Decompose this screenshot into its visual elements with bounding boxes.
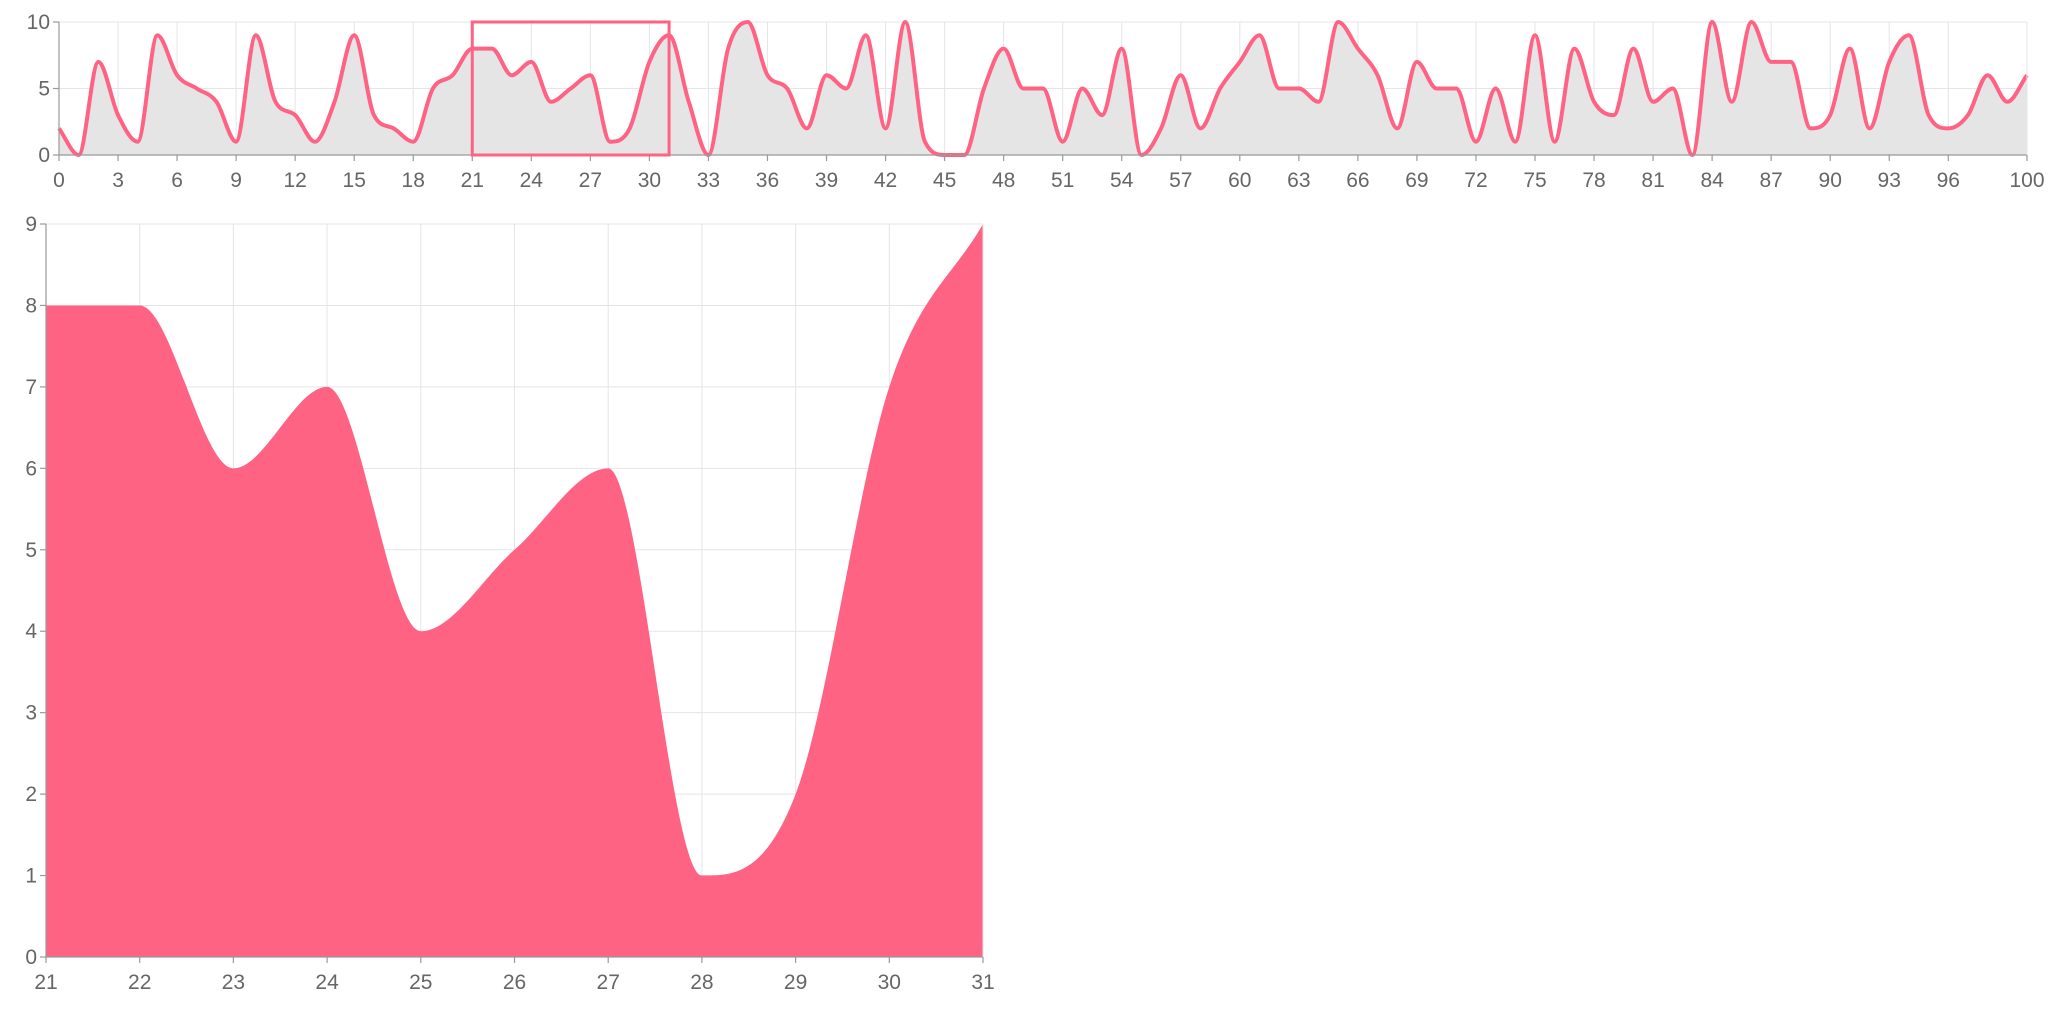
x-tick-label: 75 [1523,169,1546,192]
y-tick-label: 9 [25,213,37,236]
x-tick-label: 30 [878,971,901,994]
y-tick-label: 8 [25,294,37,317]
y-tick-label: 3 [25,702,37,725]
y-tick-label: 0 [38,144,50,167]
overview-axes [53,21,2028,161]
detail-axes [40,223,984,963]
x-tick-label: 63 [1287,169,1310,192]
x-tick-label: 72 [1464,169,1487,192]
x-tick-label: 22 [128,971,151,994]
x-tick-label: 90 [1819,169,1842,192]
y-tick-label: 6 [25,457,37,480]
x-tick-label: 57 [1169,169,1192,192]
y-tick-label: 4 [25,620,37,643]
x-tick-label: 31 [971,971,994,994]
x-tick-label: 18 [402,169,425,192]
x-tick-label: 39 [815,169,838,192]
x-tick-label: 30 [638,169,661,192]
overview-line [57,20,2029,157]
x-tick-label: 84 [1700,169,1724,192]
x-tick-label: 15 [343,169,366,192]
y-tick-label: 1 [25,865,37,888]
x-tick-label: 42 [874,169,897,192]
overview-y-ticks: 0 5 10 [27,11,50,167]
x-tick-label: 0 [53,169,65,192]
brush-selection[interactable] [470,20,671,157]
y-tick-label: 2 [25,783,37,806]
x-tick-label: 54 [1110,169,1134,192]
detail-area [46,224,983,957]
x-tick-label: 27 [579,169,602,192]
y-tick-label: 5 [25,539,37,562]
x-tick-label: 24 [315,971,339,994]
x-tick-label: 33 [697,169,720,192]
x-tick-label: 24 [520,169,544,192]
x-tick-label: 3 [112,169,124,192]
x-tick-label: 45 [933,169,956,192]
x-tick-label: 29 [784,971,807,994]
x-tick-label: 36 [756,169,779,192]
x-tick-label: 12 [283,169,306,192]
y-tick-label: 5 [38,78,50,101]
x-tick-label: 26 [503,971,526,994]
y-tick-label: 7 [25,376,37,399]
x-tick-label: 51 [1051,169,1074,192]
x-tick-label: 81 [1641,169,1664,192]
x-tick-label: 27 [597,971,620,994]
detail-y-ticks: 0 1 2 3 4 5 6 7 8 9 [25,213,37,969]
x-tick-label: 21 [34,971,57,994]
x-tick-label: 25 [409,971,432,994]
x-tick-label: 100 [2009,169,2044,192]
x-tick-label: 6 [171,169,183,192]
x-tick-label: 96 [1937,169,1960,192]
y-tick-label: 0 [25,946,37,969]
x-tick-label: 48 [992,169,1015,192]
x-tick-label: 9 [230,169,242,192]
x-tick-label: 87 [1759,169,1782,192]
x-tick-label: 69 [1405,169,1428,192]
x-tick-label: 23 [222,971,245,994]
y-tick-label: 10 [27,11,50,34]
x-tick-label: 28 [690,971,713,994]
overview-x-ticks: 0 3 6 9 12 15 18 21 24 27 30 33 36 39 42 45 48 51 54 57 60 63… [53,169,2044,192]
x-tick-label: 78 [1582,169,1605,192]
x-tick-label: 66 [1346,169,1369,192]
x-tick-label: 21 [461,169,484,192]
x-tick-label: 93 [1878,169,1901,192]
detail-x-ticks: 21 22 23 24 25 26 27 28 29 30 31 [34,971,994,994]
x-tick-label: 60 [1228,169,1251,192]
